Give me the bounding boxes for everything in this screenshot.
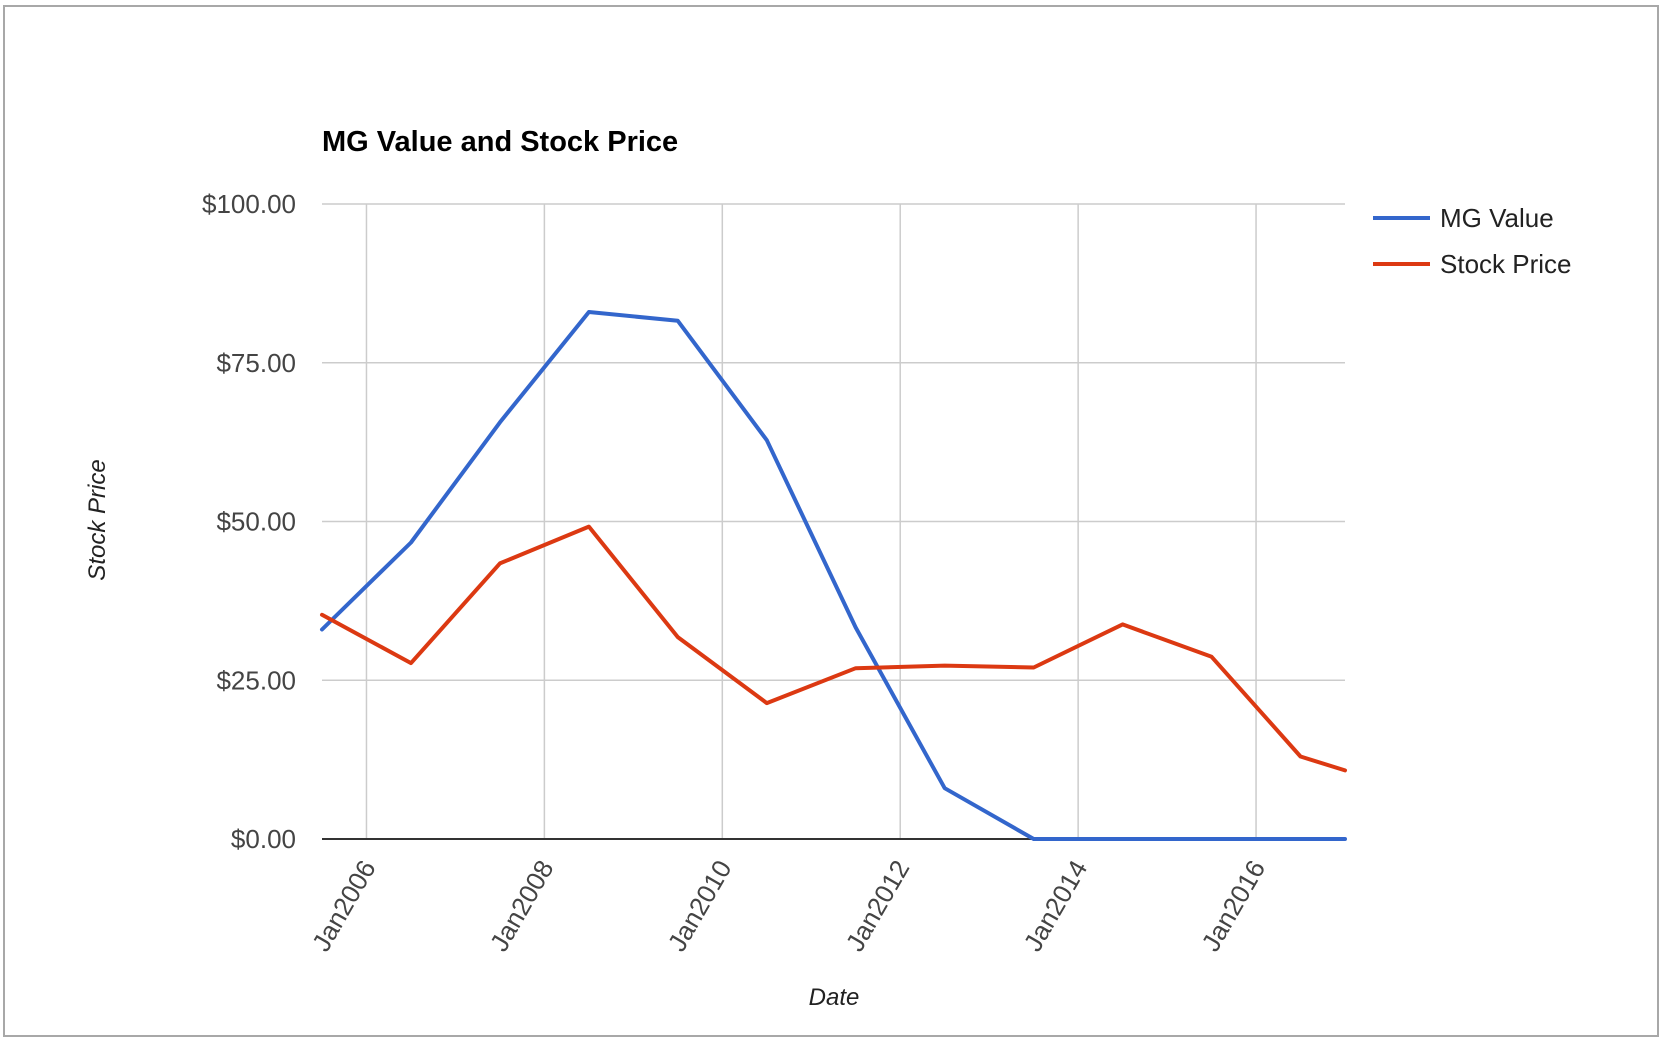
spreadsheet-background	[3, 5, 1659, 1037]
x-tick-label: Jan2006	[306, 855, 382, 956]
gridlines	[322, 203, 1345, 840]
y-tick-label: $100.00	[202, 189, 296, 219]
y-axis-label: Stock Price	[84, 459, 111, 580]
legend-label-stock-price: Stock Price	[1440, 249, 1572, 279]
x-tick-label: Jan2012	[840, 855, 916, 956]
series-line-stock-price	[320, 524, 1347, 773]
y-tick-label: $25.00	[216, 665, 296, 695]
legend-label-mg-value: MG Value	[1440, 203, 1554, 233]
y-tick-label: $0.00	[231, 824, 296, 854]
series-line-mg-value	[320, 310, 1347, 841]
legend: MG Value Stock Price	[1373, 203, 1572, 279]
x-tick-label: Jan2008	[484, 855, 560, 956]
x-tick-label: Jan2010	[662, 855, 738, 956]
y-tick-label: $75.00	[216, 348, 296, 378]
x-axis-label: Date	[809, 984, 860, 1011]
y-tick-label: $50.00	[216, 507, 296, 537]
chart-title: MG Value and Stock Price	[322, 126, 678, 158]
series-lines	[320, 310, 1347, 841]
x-tick-label: Jan2016	[1195, 855, 1271, 956]
y-axis-ticks: $0.00 $25.00 $50.00 $75.00 $100.00	[202, 189, 296, 854]
x-axis-ticks: Jan2006 Jan2008 Jan2010 Jan2012 Jan2014 Jan20…	[306, 855, 1271, 956]
chart-frame	[3, 5, 1659, 1037]
x-tick-label: Jan2014	[1017, 855, 1093, 956]
